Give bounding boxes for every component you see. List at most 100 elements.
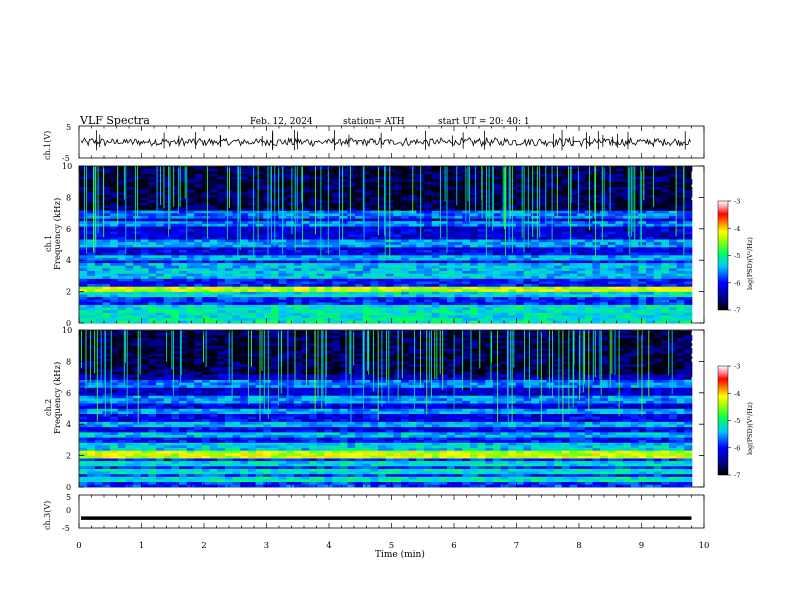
spectrogram-cell [309, 220, 318, 224]
spectrogram-cell [393, 315, 402, 318]
spectrogram-cell [332, 213, 341, 216]
spectrogram-cell [508, 317, 517, 321]
spectrogram-cell [225, 231, 233, 235]
freq-tick-label: 2 [66, 288, 71, 297]
spectrogram-cell [684, 179, 693, 182]
spectrogram-cell [240, 265, 249, 269]
spectrogram-cell [339, 241, 348, 245]
spectrogram-cell [638, 249, 647, 253]
spectrogram-cell [133, 252, 142, 256]
spectrogram-cell [194, 231, 203, 235]
spectrogram-cell [569, 226, 578, 230]
spectrogram-cell [102, 218, 111, 222]
spectrogram-cell [194, 479, 203, 482]
spectrogram-cell [554, 471, 563, 475]
spectrogram-cell [339, 476, 348, 480]
spectrogram-cell [140, 283, 149, 287]
spectrogram-cell [102, 228, 111, 232]
spectrogram-cell [324, 294, 333, 298]
spectrogram-cell [94, 476, 103, 480]
spectrogram-cell [232, 171, 241, 175]
spectrogram-cell [569, 312, 578, 316]
spectrogram-cell [309, 189, 318, 193]
spectrogram-cell [515, 189, 524, 193]
spectrogram-cell [600, 309, 609, 313]
spectrogram-cell [332, 189, 341, 193]
spectrogram-cell [179, 226, 187, 230]
spectrogram-cell [347, 228, 356, 232]
spectrogram-cell [669, 215, 677, 219]
spectrogram-cell [454, 473, 463, 477]
spectrogram-cell [653, 286, 662, 290]
spectrogram-cell [546, 309, 555, 313]
spectrogram-cell [247, 307, 256, 311]
spectrogram-cell [301, 283, 310, 287]
spectrogram-cell [194, 273, 203, 277]
spectrogram-cell [194, 220, 203, 224]
spectrogram-cell [454, 294, 463, 298]
spectrogram-cell [117, 278, 126, 282]
spectrogram-cell [646, 294, 655, 298]
spectrogram-cell [79, 468, 88, 472]
spectrogram-cell [623, 213, 632, 216]
spectrogram-cell [684, 255, 693, 258]
spectrogram-cell [293, 218, 302, 222]
spectrogram-cell [293, 307, 302, 311]
spectrogram-cell [110, 220, 119, 224]
spectrogram-cell [217, 471, 226, 475]
spectrogram-cell [79, 234, 88, 237]
spectrogram-cell [646, 228, 655, 232]
spectrogram-cell [561, 179, 570, 182]
spectrogram-cell [638, 479, 647, 482]
spectrogram-cell [347, 283, 356, 287]
spectrogram-cell [293, 244, 302, 248]
spectrogram-cell [561, 181, 570, 185]
spectrogram-cell [523, 291, 532, 295]
spectrogram-cell [240, 171, 249, 175]
spectrogram-cell [378, 299, 387, 303]
spectrogram-cell [232, 168, 241, 172]
spectrogram-cell [569, 320, 578, 324]
spectrogram-cell [339, 468, 348, 472]
spectrogram-cell [492, 252, 501, 256]
spectrogram-cell [148, 226, 157, 230]
spectrogram-cell [332, 302, 341, 305]
spectrogram-cell [561, 202, 570, 206]
spectrogram-cell [653, 213, 662, 216]
spectrogram-cell [94, 302, 103, 305]
spectrogram-cell [653, 220, 662, 224]
spectrogram-cell [270, 484, 279, 488]
spectrogram-cell [615, 291, 624, 295]
spectrogram-cell [355, 315, 364, 318]
spectrogram-cell [653, 236, 662, 240]
spectrogram-cell [638, 197, 647, 201]
spectrogram-cell [117, 468, 126, 472]
spectrogram-cell [454, 289, 463, 292]
spectrogram-cell [561, 255, 570, 258]
spectrogram-cell [270, 268, 279, 271]
spectrogram-cell [492, 315, 501, 318]
spectrogram-cell [416, 315, 425, 318]
spectrogram-cell [653, 234, 662, 237]
spectrogram-cell [156, 257, 165, 261]
spectrogram-cell [615, 481, 624, 485]
spectrogram-cell [293, 283, 302, 287]
spectrogram-cell [186, 260, 195, 264]
spectrogram-cell [477, 283, 486, 287]
spectrogram-cell [676, 249, 685, 253]
spectrogram-cell [401, 220, 410, 224]
spectrogram-cell [110, 173, 119, 177]
spectrogram-cell [477, 270, 486, 274]
spectrogram-cell [385, 286, 394, 290]
spectrogram-cell [470, 247, 478, 250]
spectrogram-cell [202, 171, 210, 175]
spectrogram-cell [293, 320, 302, 324]
spectrogram-cell [194, 255, 203, 258]
spectrogram-cell [232, 215, 241, 219]
spectrogram-cell [339, 479, 348, 482]
spectrogram-cell [293, 479, 302, 482]
spectrogram-cell [355, 481, 364, 485]
spectrogram-cell [263, 270, 272, 274]
spectrogram-cell [87, 265, 96, 269]
spectrogram-cell [500, 304, 509, 308]
